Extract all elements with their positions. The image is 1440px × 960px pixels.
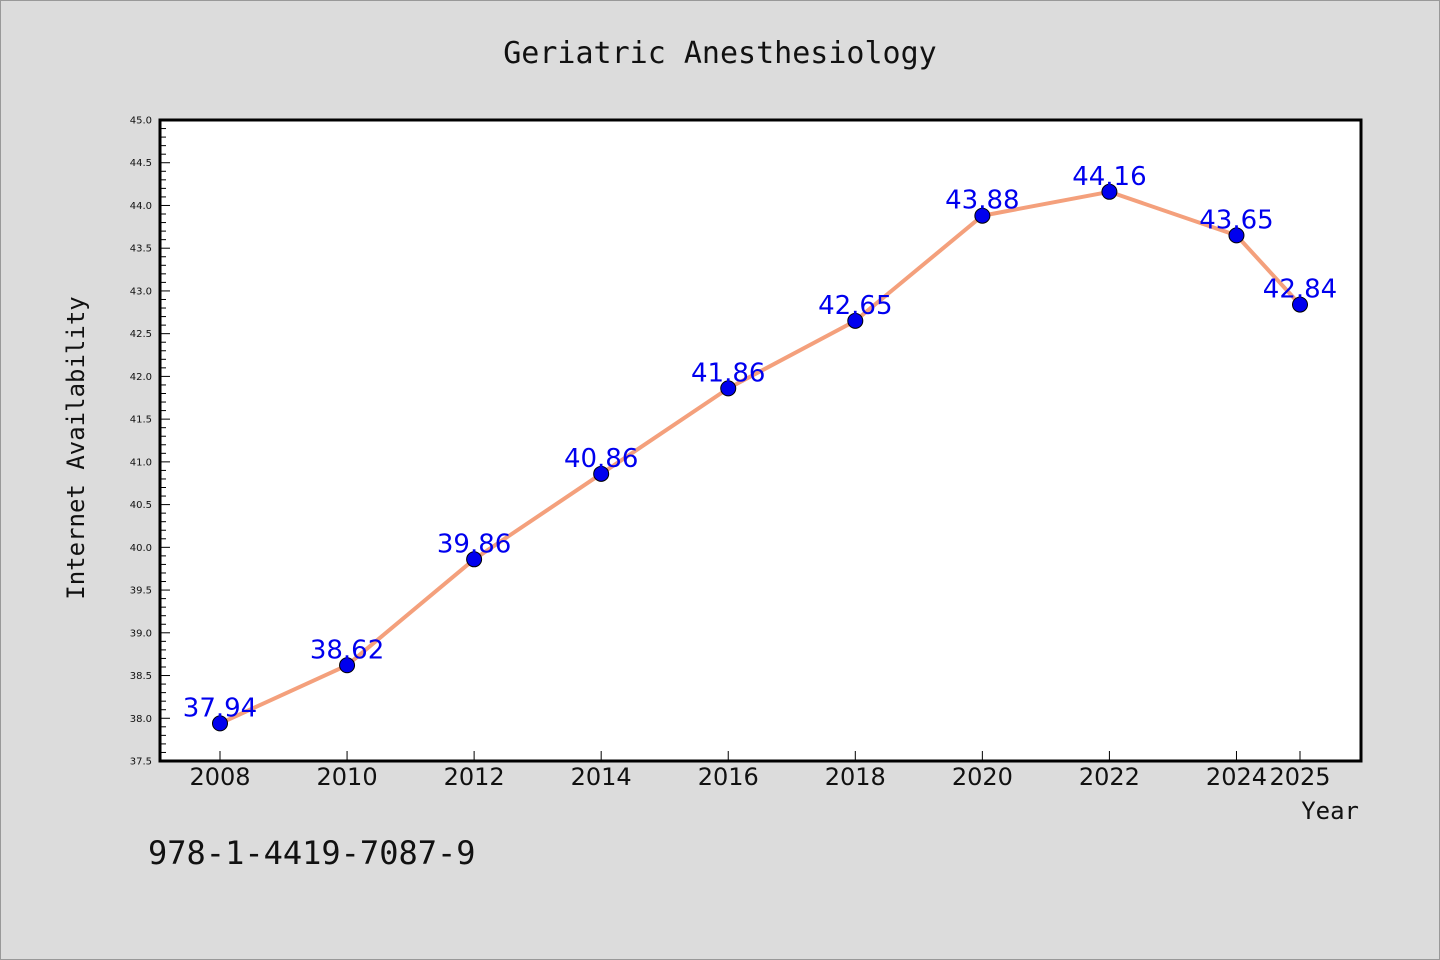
- y-tick-label: 42.0: [130, 372, 152, 383]
- data-label: 38.62: [310, 635, 384, 665]
- data-label: 37.94: [183, 693, 257, 723]
- data-point: [339, 657, 356, 674]
- y-tick-label: 44.0: [130, 201, 152, 212]
- x-axis: 2008 2010 2012 2014 2016 2018 2020 2022 2024 2025: [189, 751, 1331, 791]
- data-point: [1228, 227, 1245, 244]
- y-tick-label: 43.0: [130, 286, 152, 297]
- y-tick-label: 44.5: [130, 158, 152, 169]
- x-tick-label: 2012: [444, 763, 505, 791]
- x-tick-label: 2025: [1269, 763, 1330, 791]
- x-tick-label: 2024: [1206, 763, 1267, 791]
- y-tick-label: 42.5: [130, 329, 152, 340]
- y-tick-label: 37.5: [130, 757, 152, 768]
- y-tick-label: 39.5: [130, 586, 152, 597]
- y-axis-title: Internet Availability: [62, 296, 90, 599]
- y-tick-label: 38.5: [130, 671, 152, 682]
- y-tick-label: 40.5: [130, 500, 152, 511]
- data-label: 39.86: [437, 529, 511, 559]
- data-label: 42.84: [1263, 275, 1337, 305]
- data-point: [593, 465, 610, 482]
- data-point: [720, 380, 737, 397]
- y-tick-label: 41.0: [130, 457, 152, 468]
- y-tick-label: 38.0: [130, 714, 152, 725]
- y-axis: 37.5 38.0 38.5 39.0 39.5 40.0 40.5 41.0 41.5 42.0…: [130, 116, 170, 768]
- x-tick-label: 2014: [571, 763, 632, 791]
- data-label: 40.86: [564, 444, 638, 474]
- x-tick-label: 2016: [698, 763, 759, 791]
- data-label: 43.88: [945, 186, 1019, 216]
- x-tick-label: 2020: [952, 763, 1013, 791]
- data-point: [1101, 183, 1118, 200]
- data-label: 42.65: [818, 291, 892, 321]
- chart-title: Geriatric Anesthesiology: [503, 36, 936, 71]
- x-tick-label: 2008: [189, 763, 250, 791]
- data-point: [1292, 296, 1308, 313]
- data-point: [466, 551, 483, 568]
- y-tick-label: 45.0: [130, 116, 152, 127]
- data-label: 41.86: [691, 358, 765, 388]
- data-label: 43.65: [1199, 205, 1273, 235]
- data-label: 44.16: [1072, 162, 1146, 192]
- x-tick-label: 2010: [317, 763, 378, 791]
- x-tick-label: 2022: [1079, 763, 1140, 791]
- data-point: [847, 312, 864, 329]
- y-tick-label: 40.0: [130, 543, 152, 554]
- x-tick-label: 2018: [825, 763, 886, 791]
- isbn-text: 978-1-4419-7087-9: [148, 834, 476, 872]
- series-line: [219, 189, 1302, 726]
- y-tick-label: 41.5: [130, 415, 152, 426]
- x-axis-title: Year: [1301, 797, 1359, 825]
- data-point: [974, 207, 991, 224]
- y-tick-label: 43.5: [130, 244, 152, 255]
- data-series: 37.94 38.62 39.86 40.86 41.86 42.65 43.88 44.16…: [183, 162, 1337, 732]
- y-tick-label: 39.0: [130, 628, 152, 639]
- data-point: [212, 715, 228, 732]
